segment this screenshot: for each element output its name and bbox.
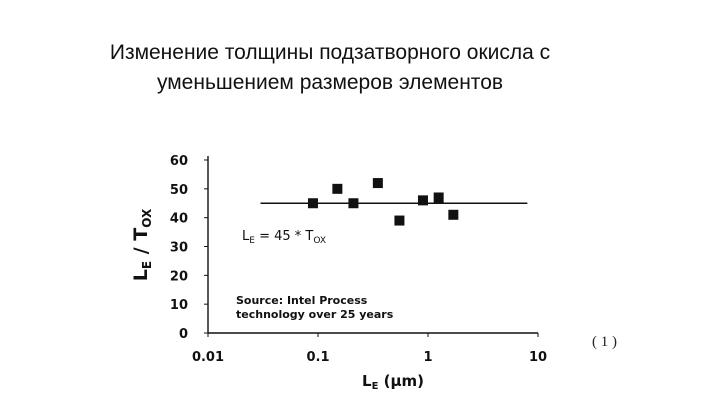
data-point [417, 195, 428, 206]
data-point [448, 209, 459, 220]
y-tick-label: 40 [170, 212, 188, 227]
data-point [372, 178, 383, 189]
data-point [433, 192, 444, 203]
x-tick-label: 10 [529, 350, 547, 365]
x-tick-label: 0.01 [192, 350, 224, 365]
source-note-line-1: Source: Intel Process [236, 294, 368, 307]
data-points [307, 178, 459, 226]
slide-title-line-2: уменьшением размеров элементов [156, 71, 504, 94]
equation-label: LE = 45 * TOX [242, 229, 326, 246]
x-tick-label: 0.1 [306, 350, 329, 365]
slide-title-line-1: Изменение толщины подзатворного окисла с [109, 41, 551, 64]
y-tick-label: 0 [179, 327, 188, 342]
y-tick-label: 30 [170, 241, 188, 256]
source-note-line-2: technology over 25 years [236, 308, 394, 321]
y-tick-label: 60 [170, 154, 188, 169]
data-point [307, 198, 318, 209]
y-tick-label: 10 [170, 298, 188, 313]
chart-axes [204, 156, 539, 337]
x-tick-label: 1 [423, 350, 432, 365]
slide-title: Изменение толщины подзатворного окисла с… [40, 38, 620, 98]
y-tick-labels: 0 10 20 30 40 50 60 [170, 154, 188, 342]
y-axis-label: LE / TOX [130, 208, 154, 281]
x-tick-labels: 0.01 0.1 1 10 [192, 350, 547, 365]
y-tick-label: 50 [170, 183, 188, 198]
data-point [332, 183, 343, 194]
y-tick-label: 20 [170, 269, 188, 284]
x-axis-label: LE (μm) [362, 372, 424, 392]
slide-reference-number: ( 1 ) [592, 334, 617, 350]
data-point [348, 198, 359, 209]
data-point [394, 215, 405, 226]
